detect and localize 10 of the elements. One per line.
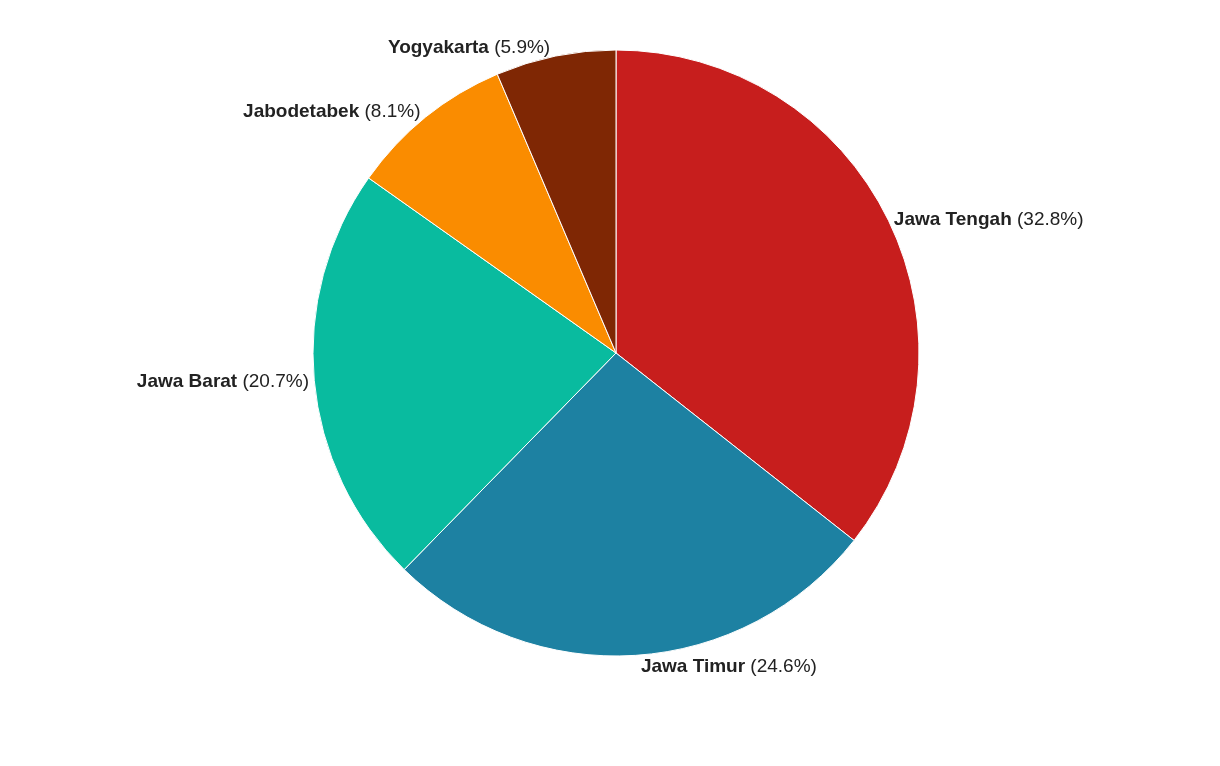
data-label: (24.6%) <box>750 655 817 677</box>
data-label: (32.8%) <box>1017 208 1084 230</box>
slice-label: Jawa Timur <box>640 655 746 677</box>
slice-label: Jawa Tengah <box>893 208 1012 230</box>
data-label: (20.7%) <box>242 369 309 391</box>
slice-label: Yogyakarta <box>387 35 490 57</box>
slice-label: Jabodetabek <box>243 100 360 122</box>
data-label: (8.1%) <box>364 100 421 122</box>
slice-label: Jawa Barat <box>136 369 238 391</box>
data-label: (5.9%) <box>494 35 551 57</box>
